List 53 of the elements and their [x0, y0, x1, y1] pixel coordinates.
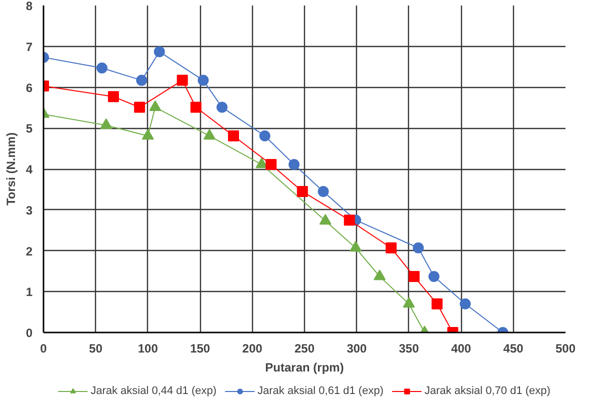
point [374, 270, 386, 280]
point [350, 241, 362, 252]
point [288, 159, 300, 170]
y-tick-label: 7 [26, 40, 33, 54]
point [432, 298, 443, 310]
y-tick-label: 1 [26, 285, 33, 300]
legend-label: Jarak aksial 0,61 d1 (exp) [258, 385, 384, 397]
point [412, 242, 424, 254]
point [96, 62, 108, 74]
y-tick-label: 6 [26, 80, 33, 95]
y-tick-label: 2 [26, 244, 33, 258]
point [344, 214, 355, 226]
point [190, 102, 202, 113]
x-tick-label: 500 [555, 342, 576, 356]
point [203, 129, 216, 140]
y-tick-label: 0 [26, 326, 33, 340]
y-tick-label: 5 [26, 122, 33, 136]
point [386, 242, 397, 254]
point [176, 74, 188, 86]
x-tick-label: 450 [503, 342, 524, 356]
x-tick-label: 350 [398, 342, 420, 356]
point [408, 271, 420, 282]
x-tick-label: 250 [294, 342, 315, 356]
point [318, 186, 329, 197]
point [259, 130, 270, 142]
point [108, 91, 119, 102]
point [198, 74, 209, 86]
point [228, 130, 240, 142]
point [402, 297, 415, 308]
y-tick-label: 8 [26, 0, 33, 13]
legend-label: Jarak aksial 0,70 d1 (exp) [424, 385, 550, 397]
x-tick-label: 400 [451, 342, 472, 356]
point [154, 46, 165, 58]
y-tick-label: 4 [26, 162, 33, 176]
x-axis-title: Putaran (rpm) [265, 360, 344, 374]
point [296, 186, 308, 197]
legend-label: Jarak aksial 0,44 d1 (exp) [90, 385, 217, 397]
point [319, 214, 332, 225]
point [142, 129, 154, 140]
x-tick-label: 50 [89, 342, 103, 356]
y-axis-title: Torsi (N.mm) [4, 132, 18, 206]
point [428, 271, 440, 282]
point [136, 74, 148, 86]
point [216, 102, 228, 113]
x-tick-label: 0 [40, 342, 48, 356]
point [460, 298, 471, 310]
x-tick-label: 100 [138, 342, 158, 356]
y-tick-label: 3 [26, 203, 33, 218]
x-tick-label: 200 [242, 342, 263, 356]
x-tick-label: 300 [346, 342, 368, 356]
point [266, 159, 277, 170]
point [134, 102, 146, 113]
x-tick-label: 150 [190, 342, 210, 356]
